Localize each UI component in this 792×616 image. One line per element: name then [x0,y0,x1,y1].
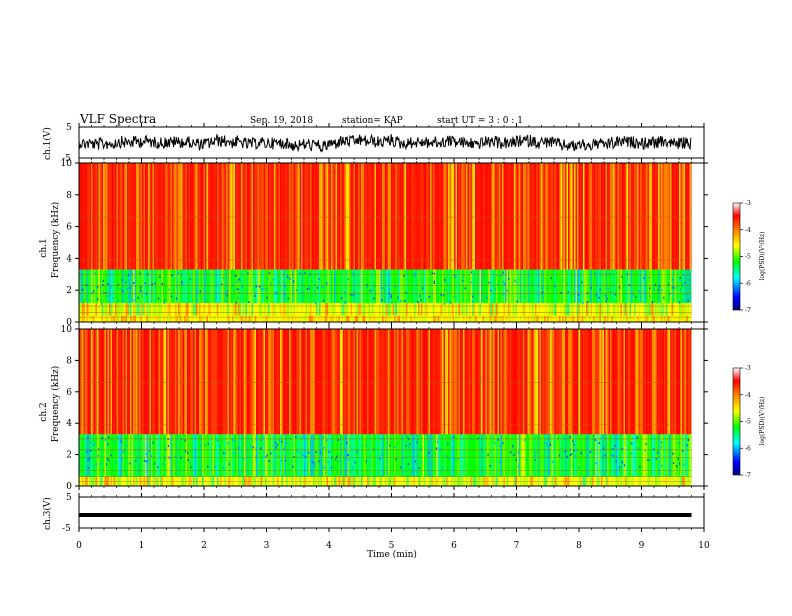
ch1-waveform-trace [78,133,692,153]
ch2-ytick-2: 2 [66,451,72,461]
time-tick-8: 8 [576,541,582,551]
time-tick-4: 4 [326,541,332,551]
ch2-colorbar-tick--5: -5 [745,419,751,426]
ch1-ylabel-frequency: Frequency (kHz) [50,202,61,279]
time-tick-9: 9 [639,541,645,551]
ch1-colorbar-tick--3: -3 [745,200,751,207]
ch1-ytick-8: 8 [66,191,72,201]
time-tick-0: 0 [76,541,82,551]
time-axis-title: Time (min) [367,549,417,560]
ch1-ytick-2: 2 [66,286,72,296]
ch2-ylabel-frequency: Frequency (kHz) [50,366,61,443]
time-tick-2: 2 [201,541,207,551]
time-tick-5: 5 [389,541,395,551]
ch1-ytick-10: 10 [61,159,73,169]
time-tick-1: 1 [139,541,145,551]
ch1-colorbar-label: log(PSD)(V²/Hz) [759,232,766,281]
ch1-ytick-6: 6 [66,223,72,233]
figure-title: VLF Spectra [79,112,156,126]
ch1-colorbar [732,202,741,311]
ch1-colorbar-tick--4: -4 [745,227,751,234]
ch1-waveform-ylabel: ch.1(V) [42,127,53,160]
ch1-ytick-0: 0 [66,318,72,328]
time-axis-ticks [78,123,705,532]
ch1-colorbar-tick--5: -5 [745,254,751,261]
ch2-colorbar-tick--3: -3 [745,365,751,372]
ch3-waveform-panel: 5 -5 ch.3(V) [42,493,705,534]
ch1-spectrogram-image [79,163,704,322]
ch2-colorbar [732,367,741,476]
ch1-colorbar-tick--7: -7 [745,307,751,314]
time-tick-6: 6 [451,541,457,551]
ch2-ytick-10: 10 [61,325,73,335]
time-tick-10: 10 [698,541,710,551]
ch3-waveform-frame [78,496,705,529]
ch2-colorbar-tick--7: -7 [745,472,751,479]
ch1-ytick-bottom: -5 [62,154,71,164]
ch1-waveform-panel: 5 -5 ch.1(V) [42,123,705,164]
ch1-ytick-top: 5 [66,123,72,133]
ch3-waveform-ylabel: ch.3(V) [42,497,53,530]
ch2-ylabel-channel: ch.2 [39,402,49,421]
time-tick-3: 3 [264,541,270,551]
header-date: Sep. 19, 2018 [250,116,313,126]
header-start-ut: start UT = 3 : 0 : 1 [437,116,523,126]
time-axis-labels: 0 1 2 3 4 5 6 7 8 9 10 [76,541,710,551]
ch2-ytick-8: 8 [66,356,72,366]
ch1-ytick-4: 4 [66,254,72,264]
ch2-ytick-4: 4 [66,419,72,429]
ch2-spectrogram-image [79,329,704,486]
ch1-ylabel-channel: ch.1 [39,238,49,257]
ch1-colorbar-tick--6: -6 [745,280,751,287]
ch2-ytick-6: 6 [66,388,72,398]
ch3-ytick-bottom: -5 [62,524,71,534]
ch2-colorbar-label: log(PSD)(V²/Hz) [759,397,766,446]
ch3-ytick-top: 5 [66,493,72,503]
header-station: station= KAP [342,116,403,126]
ch2-colorbar-tick--6: -6 [745,445,751,452]
ch2-colorbar-tick--4: -4 [745,392,751,399]
time-tick-7: 7 [514,541,520,551]
ch2-ytick-0: 0 [66,482,72,492]
